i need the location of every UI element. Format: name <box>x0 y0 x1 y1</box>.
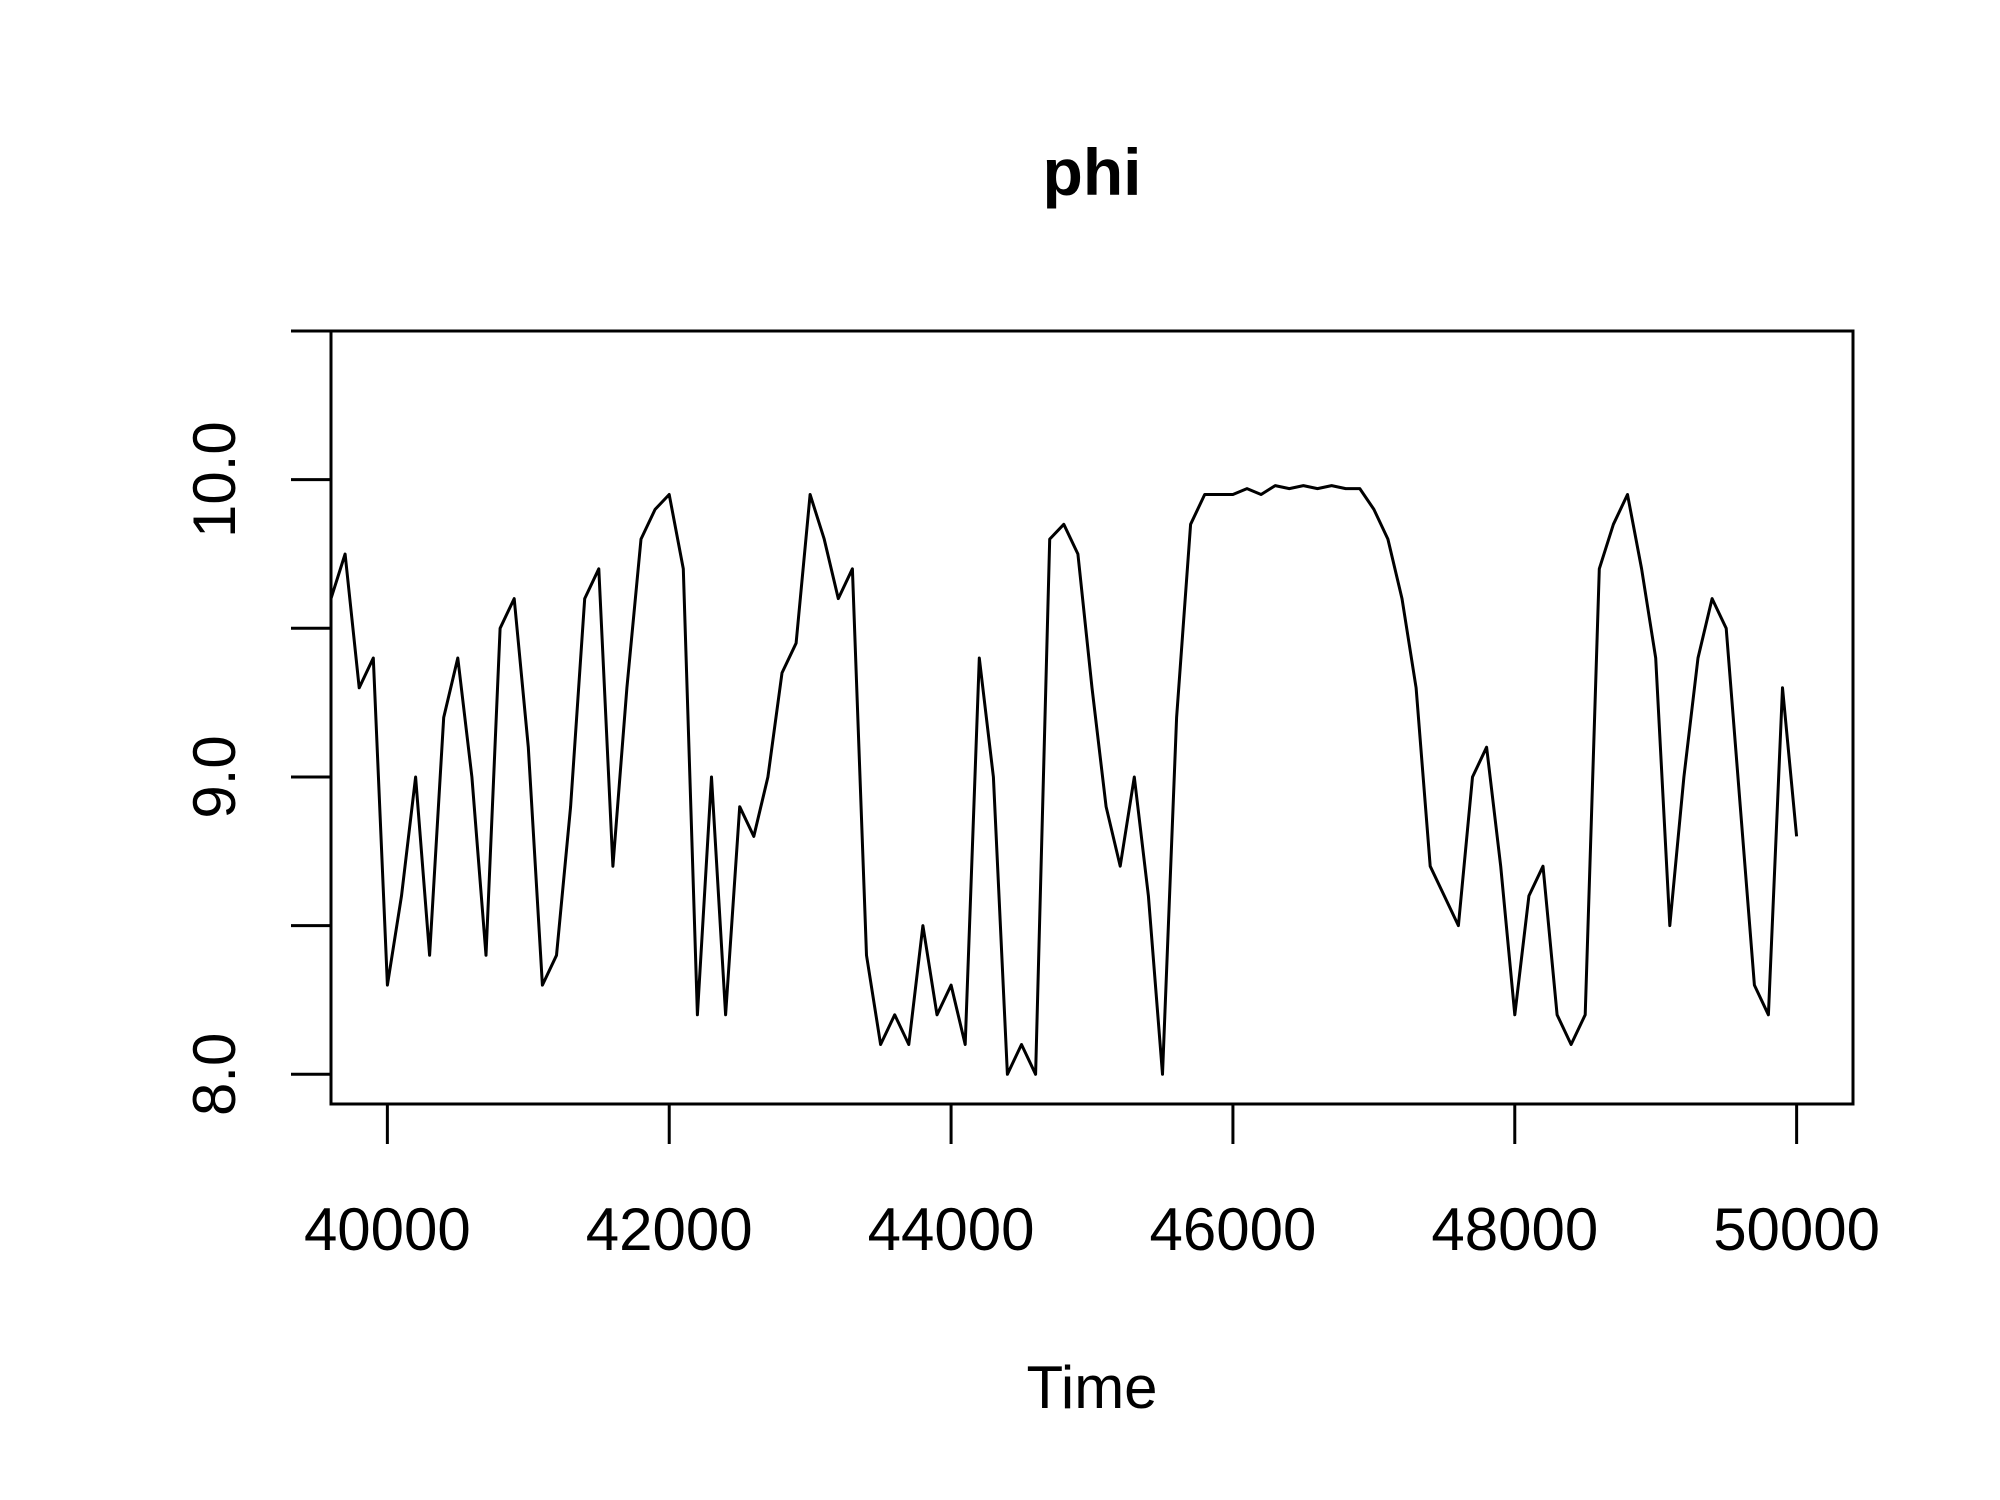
x-tick-label: 40000 <box>304 1196 471 1263</box>
x-tick-label: 48000 <box>1431 1196 1598 1263</box>
x-tick-label: 42000 <box>586 1196 753 1263</box>
plot-box <box>329 329 1855 1106</box>
x-axis-label: Time <box>1026 1354 1157 1421</box>
y-axis: 8.0 9.0 10.0 <box>181 329 333 1116</box>
x-tick-label: 46000 <box>1149 1196 1316 1263</box>
y-tick-label: 8.0 <box>181 1033 248 1116</box>
series-group <box>331 484 1799 1076</box>
chart-title: phi <box>1043 135 1142 209</box>
y-tick-label: 10.0 <box>181 421 248 538</box>
x-tick-label: 44000 <box>868 1196 1035 1263</box>
series-line <box>331 484 1799 1076</box>
y-tick-label: 9.0 <box>181 735 248 818</box>
x-axis: 40000 42000 44000 46000 48000 50000 <box>304 1102 1880 1263</box>
x-tick-label: 50000 <box>1713 1196 1880 1263</box>
